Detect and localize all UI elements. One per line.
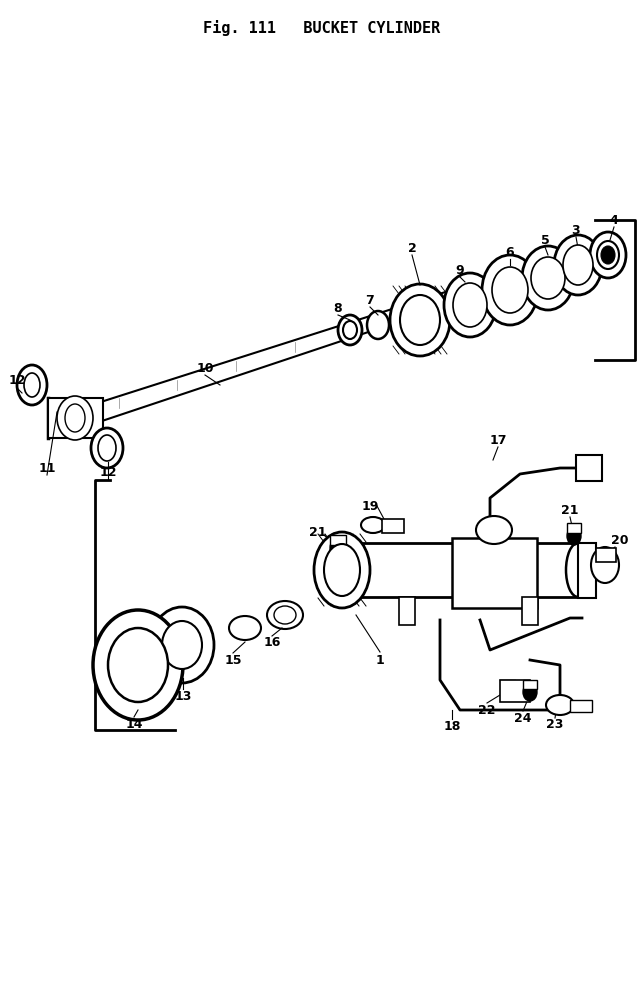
Text: 23: 23 — [546, 719, 564, 732]
Text: 2: 2 — [408, 242, 417, 254]
Bar — [399, 597, 415, 625]
Bar — [578, 543, 596, 598]
Text: 20: 20 — [611, 534, 629, 547]
Ellipse shape — [563, 245, 593, 285]
Ellipse shape — [566, 543, 590, 597]
Text: 4: 4 — [610, 214, 618, 227]
Text: 1: 1 — [375, 654, 384, 667]
Bar — [567, 523, 581, 533]
Bar — [576, 455, 602, 481]
Bar — [382, 519, 404, 533]
Ellipse shape — [91, 428, 123, 468]
Text: 9: 9 — [456, 263, 464, 276]
Text: Fig. 111   BUCKET CYLINDER: Fig. 111 BUCKET CYLINDER — [204, 20, 440, 36]
Ellipse shape — [367, 311, 389, 339]
Ellipse shape — [554, 235, 602, 295]
Ellipse shape — [591, 547, 619, 583]
Text: 17: 17 — [489, 433, 507, 446]
Text: 8: 8 — [334, 301, 343, 314]
Ellipse shape — [343, 321, 357, 339]
Ellipse shape — [597, 241, 619, 269]
Text: 14: 14 — [125, 718, 143, 731]
Ellipse shape — [267, 601, 303, 629]
Text: 10: 10 — [196, 361, 214, 374]
Ellipse shape — [162, 621, 202, 669]
Text: 6: 6 — [506, 246, 515, 258]
Ellipse shape — [531, 257, 565, 299]
Bar — [523, 680, 537, 689]
Ellipse shape — [590, 232, 626, 278]
Ellipse shape — [17, 365, 47, 405]
Ellipse shape — [93, 610, 183, 720]
Bar — [570, 700, 592, 712]
Text: 24: 24 — [515, 712, 532, 725]
Bar — [500, 680, 530, 702]
Ellipse shape — [108, 628, 168, 702]
Text: 18: 18 — [443, 720, 460, 733]
Text: 13: 13 — [175, 690, 192, 703]
Bar — [48, 398, 103, 438]
Ellipse shape — [546, 695, 574, 715]
Ellipse shape — [453, 283, 487, 327]
Ellipse shape — [324, 544, 360, 596]
Ellipse shape — [229, 616, 261, 640]
Text: 5: 5 — [540, 234, 549, 247]
Ellipse shape — [390, 284, 450, 356]
Ellipse shape — [476, 516, 512, 544]
Ellipse shape — [492, 267, 528, 313]
Text: 15: 15 — [224, 654, 242, 667]
Ellipse shape — [601, 246, 615, 264]
Text: 16: 16 — [263, 637, 281, 650]
Text: 3: 3 — [572, 224, 580, 237]
Ellipse shape — [330, 538, 346, 558]
Bar — [330, 535, 346, 545]
Ellipse shape — [274, 606, 296, 624]
Ellipse shape — [567, 527, 581, 545]
Text: 19: 19 — [361, 500, 379, 513]
Bar — [596, 548, 616, 562]
Ellipse shape — [98, 435, 116, 461]
Ellipse shape — [522, 246, 574, 310]
Ellipse shape — [65, 404, 85, 432]
Text: 7: 7 — [366, 293, 374, 306]
Text: 12: 12 — [8, 373, 26, 386]
Ellipse shape — [444, 273, 496, 337]
Ellipse shape — [482, 255, 538, 325]
Ellipse shape — [523, 683, 537, 701]
Ellipse shape — [24, 373, 40, 397]
Ellipse shape — [320, 543, 344, 597]
Text: 21: 21 — [562, 504, 579, 517]
Ellipse shape — [57, 396, 93, 440]
Ellipse shape — [361, 517, 385, 533]
Bar — [452, 538, 537, 608]
Text: 22: 22 — [478, 704, 496, 717]
Ellipse shape — [400, 295, 440, 345]
Text: 12: 12 — [99, 465, 117, 478]
Ellipse shape — [338, 315, 362, 345]
Ellipse shape — [150, 607, 214, 683]
Bar — [522, 597, 538, 625]
Text: 21: 21 — [309, 526, 327, 539]
Ellipse shape — [314, 532, 370, 608]
Text: 11: 11 — [38, 461, 56, 474]
